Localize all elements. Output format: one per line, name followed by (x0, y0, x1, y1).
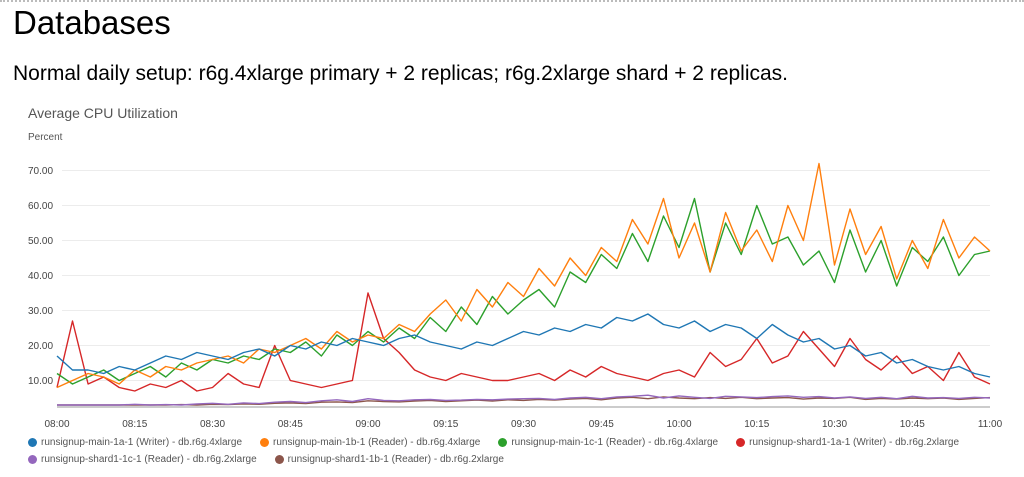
y-tick-label: 30.00 (28, 306, 53, 317)
legend-label: runsignup-main-1b-1 (Reader) - db.r6g.4x… (273, 437, 481, 448)
x-tick-label: 09:00 (355, 419, 380, 430)
legend-label: runsignup-shard1-1c-1 (Reader) - db.r6g.… (41, 454, 257, 465)
x-tick-label: 10:45 (900, 419, 925, 430)
x-tick-label: 09:45 (589, 419, 614, 430)
x-tick-label: 09:30 (511, 419, 536, 430)
x-tick-label: 10:00 (666, 419, 691, 430)
x-tick-label: 08:15 (122, 419, 147, 430)
legend-swatch-icon (498, 438, 508, 447)
legend-label: runsignup-shard1-1b-1 (Reader) - db.r6g.… (287, 454, 504, 465)
y-tick-label: 10.00 (28, 376, 53, 387)
legend-item[interactable]: runsignup-shard1-1b-1 (Reader) - db.r6g.… (274, 454, 504, 465)
chart-title: Average CPU Utilization (28, 105, 178, 121)
legend-label: runsignup-main-1a-1 (Writer) - db.r6g.4x… (41, 437, 243, 448)
y-tick-label: 40.00 (28, 271, 53, 282)
legend-item[interactable]: runsignup-main-1a-1 (Writer) - db.r6g.4x… (28, 437, 242, 448)
y-tick-label: 70.00 (28, 166, 53, 177)
legend-swatch-icon (28, 438, 37, 447)
legend-label: runsignup-main-1c-1 (Reader) - db.r6g.4x… (511, 437, 719, 448)
x-tick-label: 10:15 (744, 419, 769, 430)
x-tick-label: 09:15 (433, 419, 458, 430)
y-axis-label: Percent (28, 132, 63, 143)
legend-swatch-icon (28, 455, 37, 464)
page-subtitle: Normal daily setup: r6g.4xlarge primary … (13, 62, 789, 85)
y-tick-label: 50.00 (28, 236, 53, 247)
x-tick-label: 08:45 (278, 419, 303, 430)
y-tick-label: 60.00 (28, 201, 53, 212)
x-tick-label: 08:30 (200, 419, 225, 430)
legend-swatch-icon (736, 438, 746, 447)
series-line (57, 394, 991, 406)
series-line (56, 162, 991, 389)
y-tick-label: 20.00 (28, 341, 53, 352)
legend-item[interactable]: runsignup-shard1-1c-1 (Reader) - db.r6g.… (28, 454, 257, 465)
top-border (0, 0, 1024, 2)
legend-item[interactable]: runsignup-main-1b-1 (Reader) - db.r6g.4x… (260, 437, 480, 448)
chart-legend: runsignup-main-1a-1 (Writer) - db.r6g.4x… (28, 434, 977, 468)
series-line (56, 313, 991, 378)
legend-item[interactable]: runsignup-main-1c-1 (Reader) - db.r6g.4x… (498, 437, 718, 448)
legend-swatch-icon (260, 438, 270, 447)
x-tick-label: 11:00 (978, 419, 1003, 430)
page-title: Databases (13, 4, 171, 41)
legend-item[interactable]: runsignup-shard1-1a-1 (Writer) - db.r6g.… (736, 437, 959, 448)
x-tick-label: 08:00 (44, 419, 69, 430)
x-tick-label: 10:30 (822, 419, 847, 430)
legend-label: runsignup-shard1-1a-1 (Writer) - db.r6g.… (749, 437, 960, 448)
series-line (56, 197, 991, 385)
series-line (56, 292, 991, 392)
legend-swatch-icon (274, 455, 284, 464)
